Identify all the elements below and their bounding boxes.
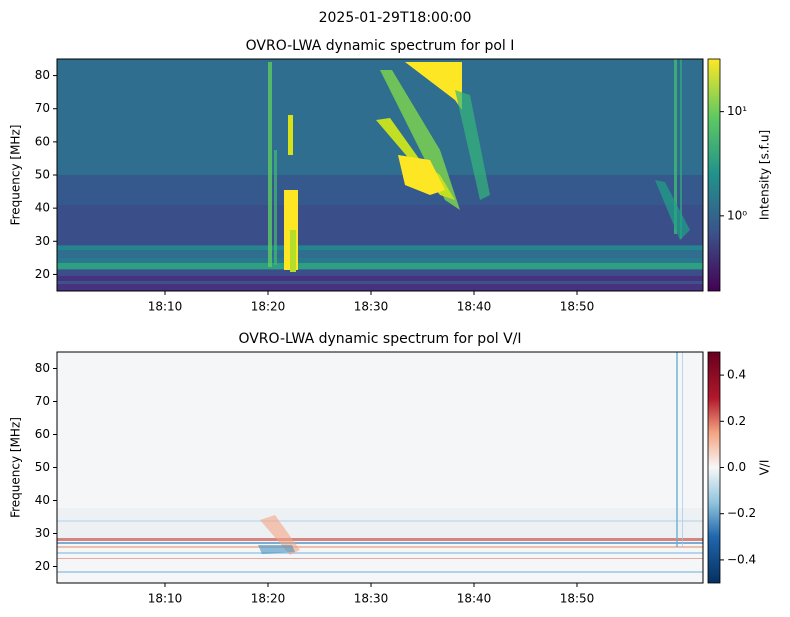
colorbar-tick-label: −0.4 bbox=[727, 552, 756, 566]
colorbar bbox=[707, 351, 721, 584]
y-tick-label: 30 bbox=[35, 526, 50, 540]
colorbar-tick-label: 0.4 bbox=[727, 368, 746, 382]
y-tick-label: 80 bbox=[35, 361, 50, 375]
x-tick-label: 18:10 bbox=[148, 592, 183, 606]
colorbar-label: Intensity [s.f.u] bbox=[758, 130, 772, 220]
suptitle: 2025-01-29T18:00:00 bbox=[319, 10, 472, 26]
y-axis-label: Frequency [MHz] bbox=[9, 417, 23, 518]
y-tick-label: 40 bbox=[35, 493, 50, 507]
colorbar-tick-label: −0.2 bbox=[727, 506, 756, 520]
y-tick-label: 20 bbox=[35, 267, 50, 281]
y-tick-label: 70 bbox=[35, 101, 50, 115]
axes-title: OVRO-LWA dynamic spectrum for pol I bbox=[246, 38, 515, 54]
spectrum-image bbox=[57, 59, 703, 291]
colorbar bbox=[707, 58, 721, 292]
colorbar-tick-label: 0.0 bbox=[727, 460, 746, 474]
y-tick-label: 40 bbox=[35, 201, 50, 215]
x-tick-label: 18:40 bbox=[457, 300, 492, 314]
colorbar-tick-label: 10⁰ bbox=[727, 208, 747, 222]
x-tick-label: 18:20 bbox=[251, 300, 286, 314]
y-tick-label: 50 bbox=[35, 460, 50, 474]
colorbar-label: V/I bbox=[758, 460, 772, 476]
y-tick-label: 20 bbox=[35, 559, 50, 573]
x-tick-label: 18:50 bbox=[560, 592, 595, 606]
x-tick-label: 18:40 bbox=[457, 592, 492, 606]
y-tick-label: 30 bbox=[35, 234, 50, 248]
y-tick-label: 60 bbox=[35, 427, 50, 441]
x-tick-label: 18:20 bbox=[251, 592, 286, 606]
y-axis-label: Frequency [MHz] bbox=[9, 125, 23, 226]
x-tick-label: 18:30 bbox=[354, 300, 389, 314]
y-tick-label: 50 bbox=[35, 168, 50, 182]
x-tick-label: 18:50 bbox=[560, 300, 595, 314]
spectrum-image bbox=[57, 352, 703, 583]
colorbar-tick-label: 10¹ bbox=[727, 104, 747, 118]
colorbar-tick-label: 0.2 bbox=[727, 414, 746, 428]
axes-title: OVRO-LWA dynamic spectrum for pol V/I bbox=[238, 331, 521, 347]
x-tick-label: 18:30 bbox=[354, 592, 389, 606]
y-tick-label: 60 bbox=[35, 134, 50, 148]
x-tick-label: 18:10 bbox=[148, 300, 183, 314]
y-tick-label: 80 bbox=[35, 68, 50, 82]
y-tick-label: 70 bbox=[35, 394, 50, 408]
